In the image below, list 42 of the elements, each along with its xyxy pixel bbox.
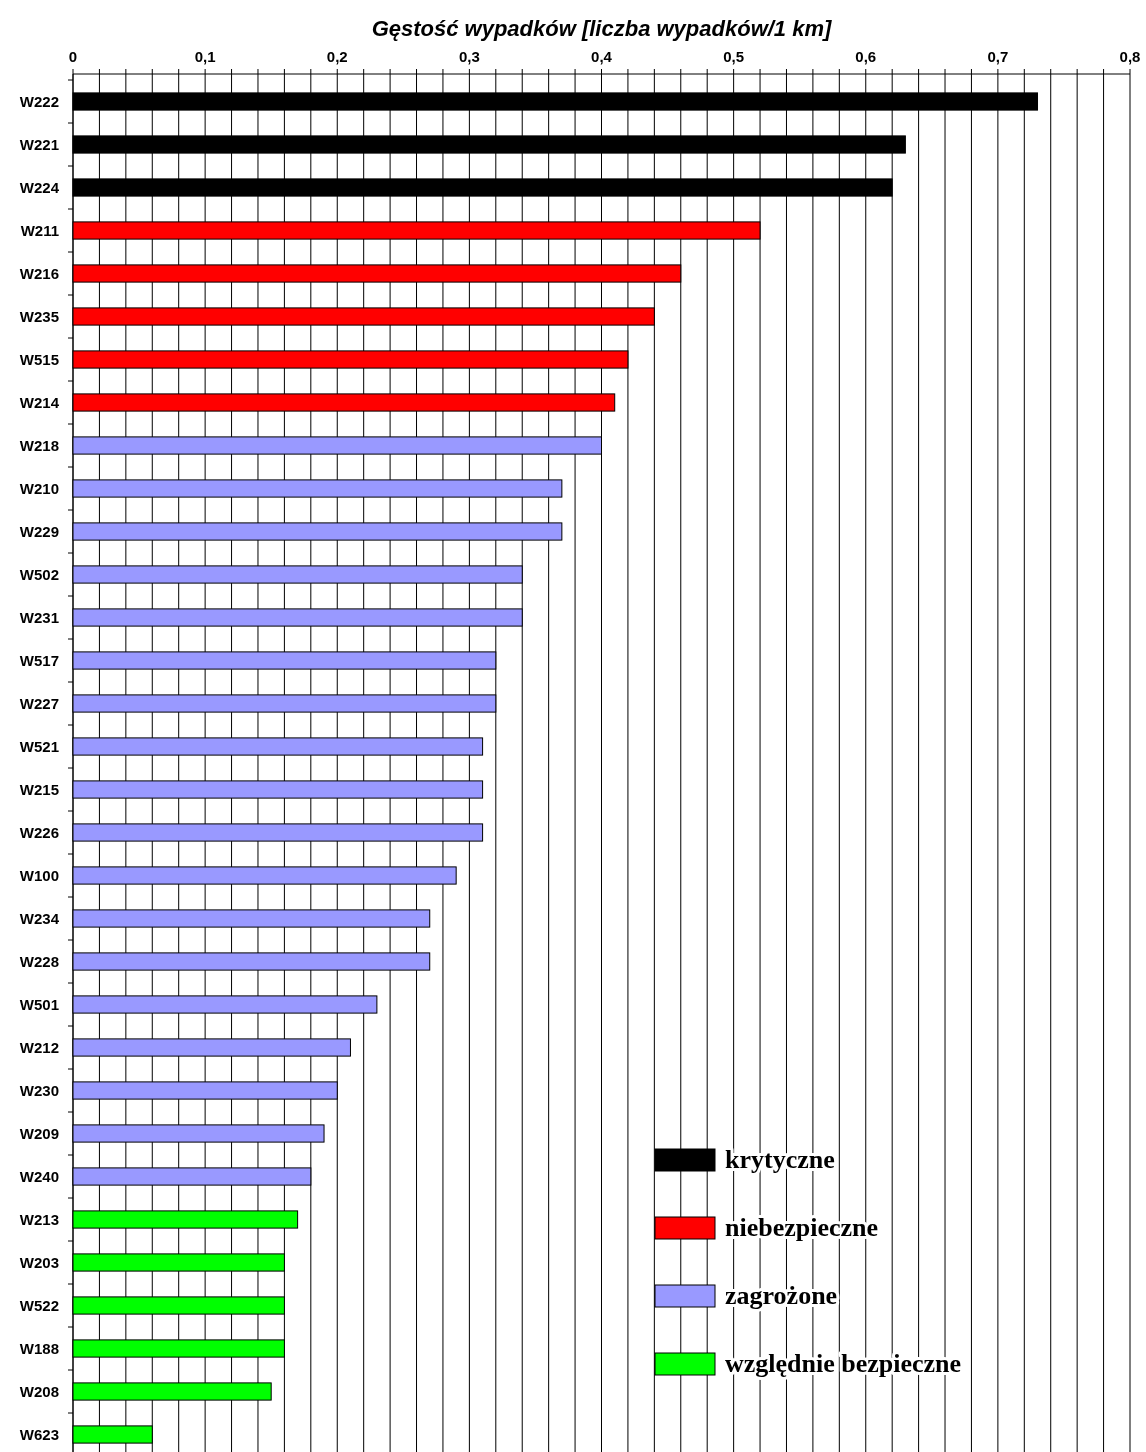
y-tick-label: W234 bbox=[19, 909, 60, 927]
y-tick-label: W203 bbox=[19, 1253, 59, 1271]
x-tick-label: 0,6 bbox=[855, 48, 877, 65]
x-tick-label: 0,4 bbox=[591, 48, 613, 65]
y-tick-label: W216 bbox=[19, 264, 59, 282]
y-tick-label: W222 bbox=[19, 92, 59, 110]
y-tick-label: W515 bbox=[19, 350, 59, 368]
x-tick-label: 0,8 bbox=[1119, 48, 1141, 65]
y-tick-label: W214 bbox=[19, 393, 60, 411]
y-tick-label: W229 bbox=[19, 522, 59, 540]
y-tick-label: W517 bbox=[19, 651, 59, 669]
x-tick-label: 0,2 bbox=[326, 48, 348, 65]
y-tick-label: W215 bbox=[19, 780, 59, 798]
y-tick-label: W210 bbox=[19, 479, 59, 497]
y-tick-label: W231 bbox=[19, 608, 59, 626]
y-tick-label: W212 bbox=[19, 1038, 59, 1056]
y-tick-label: W221 bbox=[19, 135, 59, 153]
y-tick-label: W502 bbox=[19, 565, 59, 583]
y-tick-label: W522 bbox=[19, 1296, 59, 1314]
y-tick-label: W521 bbox=[19, 737, 59, 755]
x-tick-label: 0 bbox=[68, 48, 78, 65]
y-tick-label: W218 bbox=[19, 436, 59, 454]
chart-title: Gęstość wypadków [liczba wypadków/1 km] bbox=[371, 16, 833, 41]
y-tick-label: W100 bbox=[19, 866, 59, 884]
y-tick-label: W211 bbox=[20, 221, 59, 239]
y-tick-label: W230 bbox=[19, 1081, 59, 1099]
y-tick-label: W213 bbox=[19, 1210, 59, 1228]
y-tick-label: W623 bbox=[19, 1425, 59, 1443]
x-tick-label: 0,7 bbox=[987, 48, 1009, 65]
y-tick-label: W209 bbox=[19, 1124, 59, 1142]
x-tick-label: 0,3 bbox=[458, 48, 480, 65]
y-tick-label: W188 bbox=[19, 1339, 59, 1357]
x-tick-label: 0,5 bbox=[723, 48, 745, 65]
y-tick-label: W228 bbox=[19, 952, 59, 970]
x-tick-label: 0,1 bbox=[194, 48, 216, 65]
y-tick-label: W208 bbox=[19, 1382, 59, 1400]
y-tick-label: W501 bbox=[19, 995, 59, 1013]
y-tick-label: W227 bbox=[19, 694, 59, 712]
y-tick-label: W235 bbox=[19, 307, 59, 325]
y-tick-label: W224 bbox=[19, 178, 60, 196]
y-tick-label: W226 bbox=[19, 823, 59, 841]
y-tick-label: W240 bbox=[19, 1167, 59, 1185]
